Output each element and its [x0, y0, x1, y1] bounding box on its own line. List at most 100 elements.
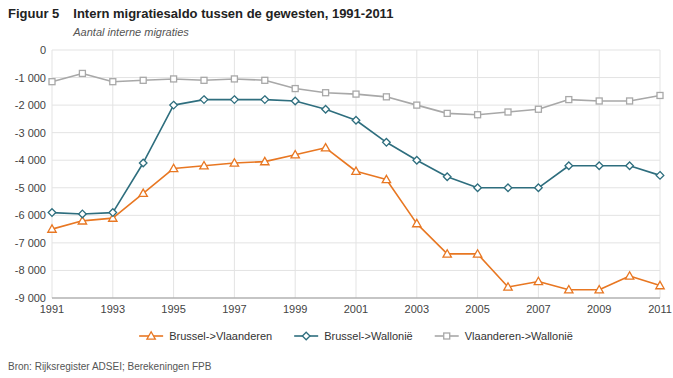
point-marker [321, 144, 329, 151]
x-grid-line [173, 50, 174, 298]
grid [52, 50, 660, 298]
legend-marker [444, 333, 450, 339]
x-grid-line [234, 50, 235, 298]
legend-label: Brussel->Wallonië [324, 330, 413, 342]
point-marker [140, 77, 146, 83]
point-marker [382, 175, 390, 182]
series-line [52, 73, 660, 114]
point-marker [535, 106, 541, 112]
point-marker [139, 189, 147, 196]
y-tick-label: -4 000 [15, 154, 46, 166]
x-grid-line [538, 50, 539, 298]
y-tick-label: 0 [40, 44, 46, 56]
point-marker [413, 156, 421, 164]
series-line [52, 148, 660, 290]
point-marker [353, 91, 359, 97]
point-marker [48, 209, 56, 217]
y-tick-label: -7 000 [15, 237, 46, 249]
point-marker [413, 219, 421, 226]
y-tick-label: -5 000 [15, 182, 46, 194]
legend-marker [147, 332, 155, 339]
point-marker [48, 225, 56, 232]
point-marker [595, 162, 603, 170]
point-marker [534, 277, 542, 284]
point-marker [231, 76, 237, 82]
point-marker [79, 210, 87, 218]
point-marker [443, 250, 451, 257]
point-marker [201, 77, 207, 83]
point-marker [504, 184, 512, 192]
point-marker [261, 157, 269, 164]
series [48, 144, 664, 293]
point-marker [292, 86, 298, 92]
legend: Brussel->Vlaanderen Brussel->Wallonië Vlaa… [139, 330, 573, 342]
subtitle: Aantal interne migraties [72, 26, 189, 38]
series [49, 70, 663, 117]
legend-item: Brussel->Vlaanderen [139, 330, 272, 342]
point-marker [566, 97, 572, 103]
point-marker [200, 162, 208, 169]
point-marker [444, 110, 450, 116]
x-tick-label: 2001 [344, 303, 368, 315]
legend-item: Vlaanderen->Wallonië [435, 330, 573, 342]
x-tick-label: 1999 [283, 303, 307, 315]
x-tick-label: 1991 [40, 303, 64, 315]
point-marker [383, 94, 389, 100]
y-tick-label: -2 000 [15, 99, 46, 111]
point-marker [169, 164, 177, 171]
figure-label: Figuur 5 [8, 6, 59, 21]
point-marker [291, 151, 299, 158]
point-marker [475, 112, 481, 118]
point-marker [473, 250, 481, 257]
point-marker [474, 184, 482, 192]
point-marker [230, 159, 238, 166]
x-grid-line [112, 50, 113, 298]
series [48, 96, 664, 218]
legend-item: Brussel->Wallonië [294, 330, 413, 342]
y-grid-line [52, 298, 660, 299]
point-marker [261, 96, 269, 104]
point-marker [565, 162, 573, 170]
x-tick-label: 2005 [465, 303, 489, 315]
chart: Figuur 5 Intern migratiesaldo tussen de g… [0, 0, 673, 378]
point-marker [231, 96, 239, 104]
point-marker [352, 167, 360, 174]
x-grid-line [52, 50, 53, 298]
legend-label: Vlaanderen->Wallonië [465, 330, 573, 342]
title: Intern migratiesaldo tussen de gewesten,… [73, 6, 393, 21]
point-marker [200, 96, 208, 104]
point-marker [626, 162, 634, 170]
x-grid-line [477, 50, 478, 298]
point-marker [79, 70, 85, 76]
y-tick-label: -3 000 [15, 127, 46, 139]
x-tick-label: 1997 [222, 303, 246, 315]
x-axis-line [52, 298, 660, 299]
point-marker [109, 209, 117, 217]
point-marker [596, 98, 602, 104]
point-marker [625, 272, 633, 279]
x-grid-line [416, 50, 417, 298]
point-marker [504, 283, 512, 290]
x-tick-label: 1993 [101, 303, 125, 315]
axes: 0 -1 000 -2 000 -3 000 -4 000 -5 000 -6 000 -7 … [15, 44, 672, 315]
point-marker [414, 102, 420, 108]
point-marker [322, 105, 330, 113]
point-marker [323, 90, 329, 96]
legend-label: Brussel->Vlaanderen [169, 330, 272, 342]
y-tick-label: -1 000 [15, 72, 46, 84]
x-tick-label: 2003 [405, 303, 429, 315]
point-marker [443, 173, 451, 181]
source: Bron: Rijksregister ADSEI; Berekeningen … [8, 361, 212, 372]
y-tick-label: -8 000 [15, 264, 46, 276]
point-marker [535, 184, 543, 192]
point-marker [49, 79, 55, 85]
x-grid-line [599, 50, 600, 298]
point-marker [627, 98, 633, 104]
y-tick-label: -6 000 [15, 209, 46, 221]
series-line [52, 100, 660, 214]
series-area [48, 70, 664, 292]
x-tick-label: 2009 [587, 303, 611, 315]
x-tick-label: 2011 [648, 303, 672, 315]
point-marker [656, 281, 664, 288]
point-marker [110, 79, 116, 85]
